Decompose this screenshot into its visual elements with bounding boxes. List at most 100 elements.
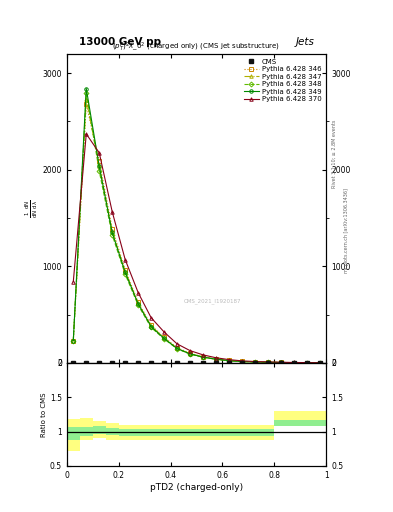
Line: Pythia 6.428 349: Pythia 6.428 349 — [72, 87, 321, 365]
Pythia 6.428 370 — [136, 289, 141, 295]
Pythia 6.428 347 — [240, 358, 244, 365]
Pythia 6.428 349 — [214, 356, 219, 362]
Pythia 6.428 347 — [71, 337, 75, 344]
Line: Pythia 6.428 346: Pythia 6.428 346 — [72, 102, 321, 365]
Pythia 6.428 370 — [174, 341, 179, 347]
Line: CMS: CMS — [72, 361, 321, 364]
Pythia 6.428 346 — [149, 322, 153, 328]
Pythia 6.428 370 — [110, 208, 115, 215]
Pythia 6.428 349 — [136, 301, 141, 307]
Pythia 6.428 370 — [188, 348, 193, 354]
Pythia 6.428 370 — [253, 358, 257, 365]
Pythia 6.428 370 — [149, 314, 153, 321]
Pythia 6.428 347 — [136, 300, 141, 306]
Pythia 6.428 346 — [174, 345, 179, 351]
Pythia 6.428 349 — [162, 335, 167, 342]
Pythia 6.428 347 — [214, 356, 219, 362]
Pythia 6.428 349 — [227, 357, 231, 364]
CMS — [266, 359, 270, 366]
Pythia 6.428 349 — [174, 346, 179, 352]
Pythia 6.428 347 — [110, 228, 115, 234]
CMS — [84, 359, 89, 366]
Pythia 6.428 347 — [149, 323, 153, 329]
Pythia 6.428 349 — [278, 359, 283, 366]
Pythia 6.428 349 — [149, 324, 153, 330]
Pythia 6.428 347 — [253, 359, 257, 365]
Pythia 6.428 348 — [201, 354, 206, 360]
Pythia 6.428 346 — [188, 350, 193, 356]
Line: Pythia 6.428 348: Pythia 6.428 348 — [72, 92, 321, 365]
Pythia 6.428 348 — [253, 359, 257, 365]
Title: $(p_T^P)^2\lambda\_0^2$ (charged only) (CMS jet substructure): $(p_T^P)^2\lambda\_0^2$ (charged only) (… — [112, 40, 281, 54]
CMS — [292, 359, 296, 366]
CMS — [110, 359, 115, 366]
Pythia 6.428 349 — [110, 229, 115, 236]
CMS — [162, 359, 167, 366]
Pythia 6.428 348 — [278, 359, 283, 366]
Pythia 6.428 348 — [304, 359, 309, 366]
Pythia 6.428 346 — [304, 359, 309, 366]
Pythia 6.428 349 — [201, 354, 206, 360]
Pythia 6.428 346 — [201, 354, 206, 360]
Pythia 6.428 370 — [240, 358, 244, 364]
Pythia 6.428 346 — [318, 360, 322, 366]
Pythia 6.428 370 — [97, 150, 101, 156]
Pythia 6.428 346 — [240, 358, 244, 365]
Pythia 6.428 346 — [110, 225, 115, 231]
Pythia 6.428 370 — [201, 352, 206, 358]
Pythia 6.428 370 — [162, 329, 167, 335]
Pythia 6.428 348 — [136, 302, 141, 308]
Pythia 6.428 348 — [174, 346, 179, 352]
Y-axis label: Ratio to CMS: Ratio to CMS — [41, 392, 47, 437]
CMS — [240, 359, 244, 366]
Pythia 6.428 370 — [227, 356, 231, 362]
Pythia 6.428 348 — [188, 351, 193, 357]
Pythia 6.428 370 — [318, 359, 322, 366]
Pythia 6.428 347 — [84, 96, 89, 102]
Pythia 6.428 346 — [292, 359, 296, 366]
Pythia 6.428 349 — [318, 360, 322, 366]
CMS — [188, 359, 193, 366]
Pythia 6.428 348 — [266, 359, 270, 366]
Pythia 6.428 348 — [227, 358, 231, 364]
Pythia 6.428 346 — [227, 357, 231, 364]
Pythia 6.428 348 — [214, 356, 219, 362]
CMS — [97, 359, 101, 366]
CMS — [253, 359, 257, 366]
Pythia 6.428 347 — [304, 359, 309, 366]
Pythia 6.428 349 — [123, 269, 128, 275]
CMS — [149, 359, 153, 366]
Pythia 6.428 347 — [266, 359, 270, 366]
Pythia 6.428 348 — [84, 90, 89, 96]
Pythia 6.428 347 — [278, 359, 283, 366]
CMS — [278, 359, 283, 366]
CMS — [71, 359, 75, 366]
Pythia 6.428 370 — [304, 359, 309, 366]
Pythia 6.428 348 — [292, 359, 296, 366]
CMS — [214, 359, 219, 366]
Pythia 6.428 346 — [136, 299, 141, 305]
Pythia 6.428 349 — [292, 359, 296, 366]
Pythia 6.428 370 — [71, 279, 75, 285]
Pythia 6.428 370 — [292, 359, 296, 366]
X-axis label: pTD2 (charged-only): pTD2 (charged-only) — [150, 482, 243, 492]
Pythia 6.428 346 — [266, 359, 270, 365]
Text: 13000 GeV pp: 13000 GeV pp — [79, 37, 161, 47]
Pythia 6.428 348 — [123, 271, 128, 278]
Pythia 6.428 348 — [97, 168, 101, 174]
Line: Pythia 6.428 347: Pythia 6.428 347 — [72, 97, 321, 365]
Pythia 6.428 349 — [253, 359, 257, 365]
Pythia 6.428 349 — [266, 359, 270, 366]
Text: mcplots.cern.ch [arXiv:1306.3436]: mcplots.cern.ch [arXiv:1306.3436] — [344, 188, 349, 273]
CMS — [136, 359, 141, 366]
Pythia 6.428 347 — [188, 351, 193, 357]
Text: Jets: Jets — [296, 37, 314, 47]
Pythia 6.428 348 — [110, 232, 115, 238]
Pythia 6.428 349 — [240, 358, 244, 365]
Pythia 6.428 348 — [318, 360, 322, 366]
Line: Pythia 6.428 370: Pythia 6.428 370 — [72, 132, 321, 365]
CMS — [201, 359, 206, 366]
Pythia 6.428 370 — [266, 359, 270, 365]
Pythia 6.428 346 — [278, 359, 283, 366]
CMS — [304, 359, 309, 366]
